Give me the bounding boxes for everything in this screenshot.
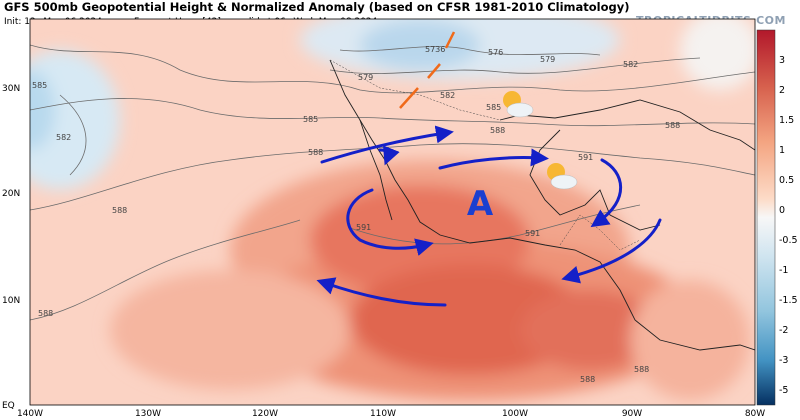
colorbar-label: 3 — [779, 55, 785, 66]
contour-label: 591 — [578, 153, 593, 162]
colorbar-label: -1.5 — [779, 295, 798, 306]
longitude-label: 90W — [622, 409, 642, 419]
colorbar-label: 2 — [779, 85, 785, 96]
longitude-label: 110W — [370, 409, 396, 419]
contour-label: 576 — [488, 48, 503, 57]
contour-label: 591 — [356, 223, 371, 232]
contour-label: 5736 — [425, 45, 445, 54]
contour-label: 588 — [38, 309, 53, 318]
contour-label: 588 — [490, 126, 505, 135]
contour-label: 579 — [540, 55, 555, 64]
colorbar-label: 0 — [779, 205, 785, 216]
contour-label: 582 — [623, 60, 638, 69]
map-field — [30, 19, 755, 405]
latitude-label: 20N — [2, 189, 20, 199]
contour-label: 579 — [358, 73, 373, 82]
high-pressure-label: A — [467, 184, 494, 224]
colorbar-label: -5 — [779, 385, 788, 396]
longitude-label: 120W — [252, 409, 278, 419]
contour-label: 588 — [634, 365, 649, 374]
contour-label: 588 — [580, 375, 595, 384]
colorbar-label: -1 — [779, 265, 788, 276]
map-frame — [29, 18, 756, 406]
contour-label: 585 — [303, 115, 318, 124]
latitude-label: EQ — [2, 401, 15, 411]
longitude-label: 140W — [17, 409, 43, 419]
colorbar-label: -2 — [779, 325, 788, 336]
contour-label: 591 — [525, 229, 540, 238]
colorbar — [756, 29, 776, 406]
longitude-label: 130W — [135, 409, 161, 419]
colorbar-label: 1.5 — [779, 115, 794, 126]
latitude-label: 10N — [2, 296, 20, 306]
colorbar-label: -3 — [779, 355, 788, 366]
contour-label: 585 — [486, 103, 501, 112]
contour-label: 588 — [665, 121, 680, 130]
contour-label: 582 — [56, 133, 71, 142]
colorbar-label: 1 — [779, 145, 785, 156]
map-title: GFS 500mb Geopotential Height & Normaliz… — [4, 0, 630, 14]
longitude-label: 80W — [745, 409, 765, 419]
contour-label: 588 — [112, 206, 127, 215]
longitude-label: 100W — [502, 409, 528, 419]
colorbar-label: 0.5 — [779, 175, 794, 186]
latitude-label: 30N — [2, 84, 20, 94]
contour-label: 582 — [440, 91, 455, 100]
contour-label: 588 — [308, 148, 323, 157]
contour-label: 585 — [32, 81, 47, 90]
colorbar-label: -0.5 — [779, 235, 798, 246]
